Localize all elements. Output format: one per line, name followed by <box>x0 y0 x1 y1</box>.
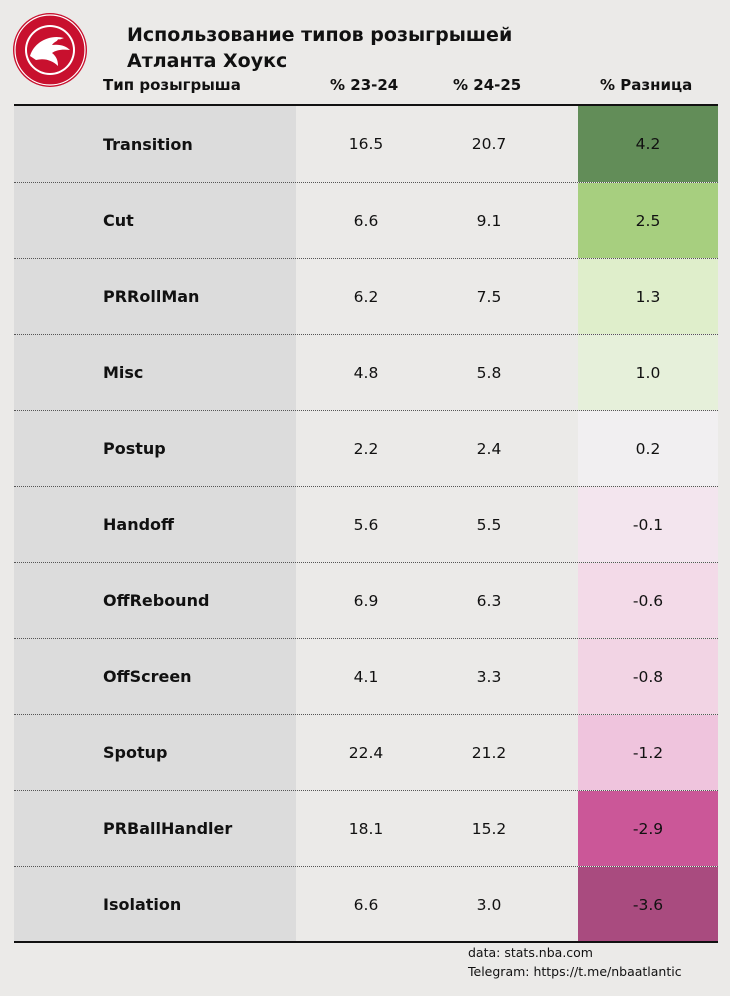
atlanta-hawks-logo <box>13 13 87 87</box>
value-2324: 6.6 <box>353 895 379 914</box>
diff-value-cell: 2.5 <box>578 183 718 258</box>
value-2425: 15.2 <box>471 819 507 838</box>
value-2425: 9.1 <box>476 211 502 230</box>
value-2324: 2.2 <box>353 439 379 458</box>
diff-value-cell: 1.0 <box>578 335 718 410</box>
diff-value-cell: -0.8 <box>578 639 718 714</box>
table-top-rule <box>14 104 718 106</box>
table-bottom-rule <box>14 941 718 943</box>
play-type-label: Transition <box>103 134 193 154</box>
diff-value-cell: -0.6 <box>578 563 718 638</box>
table-row: OffRebound 6.9 6.3 -0.6 <box>14 562 718 638</box>
play-type-label: OffScreen <box>103 667 192 686</box>
value-2324: 5.6 <box>353 515 379 534</box>
value-2324: 4.8 <box>353 363 379 382</box>
table-row: PRRollMan 6.2 7.5 1.3 <box>14 258 718 334</box>
value-2324: 6.9 <box>353 591 379 610</box>
value-2324: 4.1 <box>353 667 379 686</box>
value-2425: 3.0 <box>476 895 502 914</box>
diff-value-cell: 1.3 <box>578 259 718 334</box>
play-type-label: Misc <box>103 363 144 382</box>
diff-value-cell: 0.2 <box>578 411 718 486</box>
chart-title: Использование типов розыгрышей Атланта Х… <box>127 22 512 74</box>
value-2425: 5.8 <box>476 363 502 382</box>
value-2324: 16.5 <box>348 135 384 153</box>
value-2425: 21.2 <box>471 743 507 762</box>
value-2425: 20.7 <box>471 135 507 153</box>
table-row: OffScreen 4.1 3.3 -0.8 <box>14 638 718 714</box>
value-2425: 6.3 <box>476 591 502 610</box>
diff-value-cell: -1.2 <box>578 715 718 790</box>
table-row: Postup 2.2 2.4 0.2 <box>14 410 718 486</box>
column-header-diff: % Разница <box>600 76 693 94</box>
value-2425: 3.3 <box>476 667 502 686</box>
diff-value-cell: 4.2 <box>578 106 718 182</box>
column-header-type: Тип розыгрыша <box>103 76 241 94</box>
diff-value-cell: -0.1 <box>578 487 718 562</box>
footer-telegram: Telegram: https://t.me/nbaatlantic <box>468 964 682 979</box>
play-type-label: Spotup <box>103 743 168 762</box>
value-2425: 7.5 <box>476 287 502 306</box>
table-row: Handoff 5.6 5.5 -0.1 <box>14 486 718 562</box>
chart-title-line2: Атланта Хоукс <box>127 50 288 72</box>
diff-value-cell: -3.6 <box>578 867 718 942</box>
play-type-label: OffRebound <box>103 591 210 610</box>
table-row: Isolation 6.6 3.0 -3.6 <box>14 866 718 942</box>
type-column-background <box>14 106 296 941</box>
footer-source: data: stats.nba.com <box>468 945 593 960</box>
play-type-label: Cut <box>103 211 134 230</box>
value-2425: 2.4 <box>476 439 502 458</box>
play-type-table: Transition 16.5 20.7 4.2 Cut 6.6 9.1 2.5 PRRollM… <box>14 106 718 942</box>
table-row: Misc 4.8 5.8 1.0 <box>14 334 718 410</box>
play-type-label: PRRollMan <box>103 287 200 306</box>
play-type-label: Postup <box>103 439 166 458</box>
table-row: Transition 16.5 20.7 4.2 <box>14 106 718 182</box>
table-row: PRBallHandler 18.1 15.2 -2.9 <box>14 790 718 866</box>
column-header-2324: % 23-24 <box>330 76 399 94</box>
value-2425: 5.5 <box>476 515 502 534</box>
chart-title-line1: Использование типов розыгрышей <box>127 24 513 46</box>
value-2324: 18.1 <box>348 819 384 838</box>
diff-value-cell: -2.9 <box>578 791 718 866</box>
value-2324: 6.6 <box>353 211 379 230</box>
table-row: Spotup 22.4 21.2 -1.2 <box>14 714 718 790</box>
table-row: Cut 6.6 9.1 2.5 <box>14 182 718 258</box>
value-2324: 22.4 <box>348 743 384 762</box>
play-type-label: PRBallHandler <box>103 819 233 838</box>
value-2324: 6.2 <box>353 287 379 306</box>
column-header-2425: % 24-25 <box>453 76 522 94</box>
play-type-label: Isolation <box>103 895 182 914</box>
play-type-label: Handoff <box>103 515 174 534</box>
